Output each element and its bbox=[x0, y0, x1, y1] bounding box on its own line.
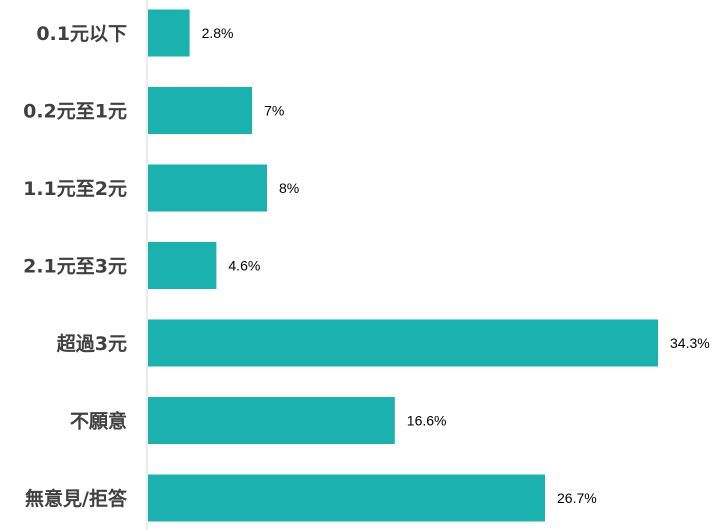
bar bbox=[148, 164, 267, 212]
value-label: 26.7% bbox=[557, 490, 597, 506]
value-label: 2.8% bbox=[202, 25, 234, 41]
category-label: 超過3元 bbox=[56, 332, 127, 355]
value-label: 34.3% bbox=[670, 335, 710, 351]
value-label: 7% bbox=[264, 103, 284, 119]
bar bbox=[148, 474, 545, 522]
bar bbox=[148, 242, 217, 289]
value-label: 16.6% bbox=[407, 413, 447, 429]
category-label: 不願意 bbox=[70, 410, 127, 433]
bar bbox=[148, 319, 658, 367]
category-label: 2.1元至3元 bbox=[23, 256, 127, 278]
value-label: 4.6% bbox=[228, 258, 260, 274]
value-label: 8% bbox=[279, 180, 299, 196]
bar bbox=[148, 87, 253, 134]
category-label: 無意見/拒答 bbox=[25, 487, 128, 510]
value-labels: 2.8% 7% 8% 4.6% 34.3% 16.6% 26.7% bbox=[202, 25, 710, 506]
bar-group bbox=[148, 9, 658, 522]
category-label: 0.2元至1元 bbox=[23, 101, 127, 123]
category-label: 1.1元至2元 bbox=[23, 178, 127, 200]
category-label: 0.1元以下 bbox=[36, 23, 127, 45]
bar bbox=[148, 9, 190, 57]
bar bbox=[148, 397, 395, 444]
